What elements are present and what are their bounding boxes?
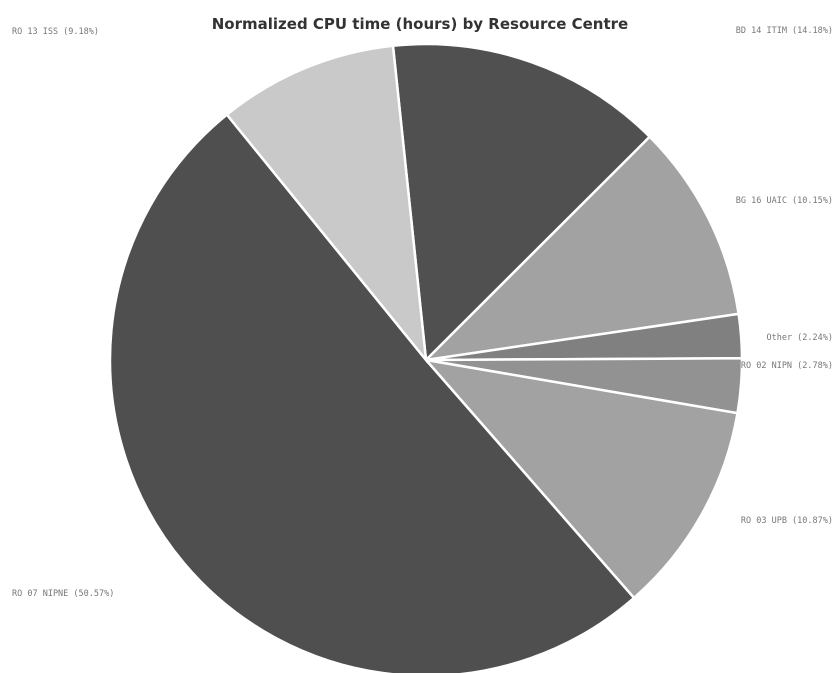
pie-slices [108,42,744,673]
pie-slice [391,42,652,363]
pie-slice [422,135,741,362]
slice-label: Other (2.24%) [766,333,833,343]
slice-label: RO 03 UPB (10.87%) [741,516,833,526]
slice-label: BG 16 UAIC (10.15%) [736,196,833,206]
pie-slice [225,44,428,365]
pie-slice [108,112,636,673]
slice-label: RO 07 NIPNE (50.57%) [12,589,114,599]
slice-label: RO 02 NIPN (2.78%) [741,361,833,371]
pie-labels: BD 14 ITIM (14.18%) BG 16 UAIC (10.15%) Ot… [12,26,833,599]
slice-label: RO 13 ISS (9.18%) [12,27,99,37]
slice-label: BD 14 ITIM (14.18%) [736,26,833,36]
pie-slice [422,358,739,600]
chart-title: Normalized CPU time (hours) by Resource … [212,15,628,33]
